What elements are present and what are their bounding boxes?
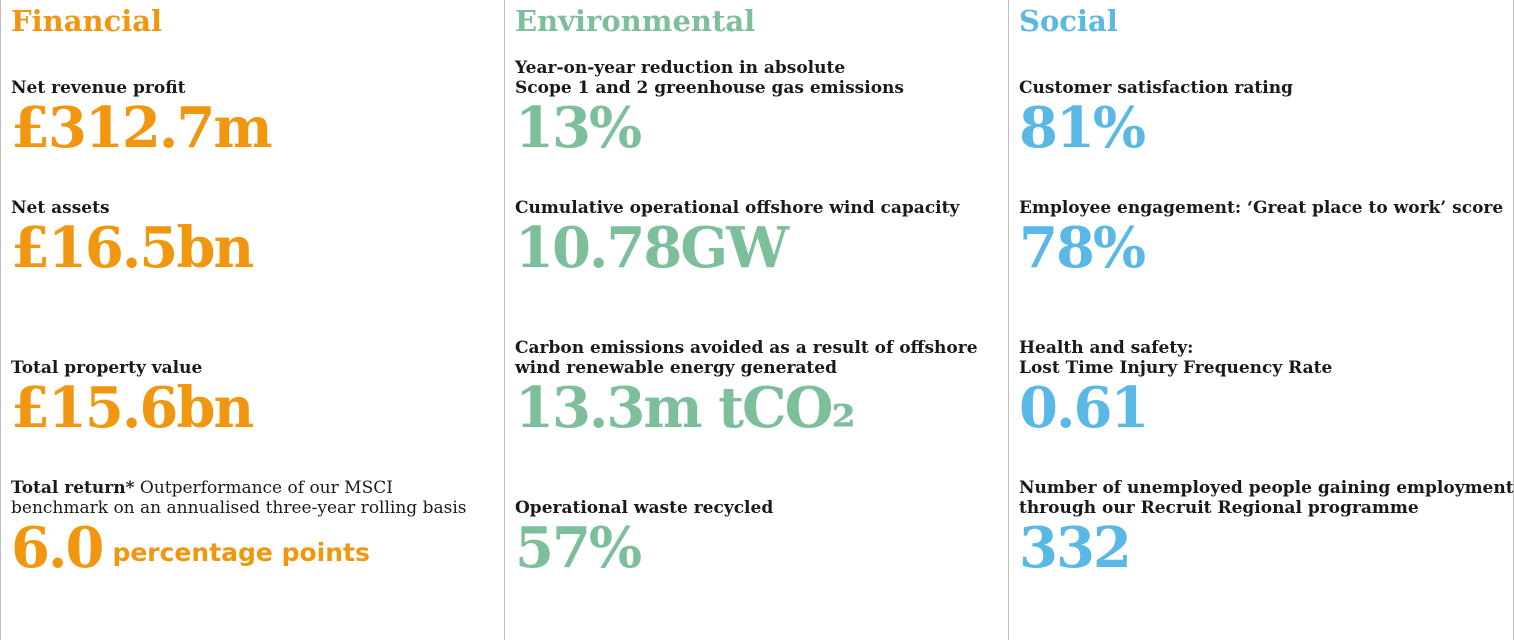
metric-net-assets: Net assets £16.5bn	[11, 198, 498, 278]
metric-label-line2: wind renewable energy generated	[515, 358, 837, 378]
metric-label-line2: Scope 1 and 2 greenhouse gas emissions	[515, 78, 904, 98]
metric-label-line2: benchmark on an annualised three-year ro…	[11, 498, 467, 518]
metric-label-line1: Carbon emissions avoided as a result of …	[515, 338, 978, 358]
metric-waste-recycled: Operational waste recycled 57%	[515, 498, 1002, 578]
metric-label-line2: Lost Time Injury Frequency Rate	[1019, 358, 1333, 378]
metric-label-bold: Total return*	[11, 478, 135, 498]
metric-value-row: 6.0 percentage points	[11, 518, 498, 583]
metric-wind-capacity: Cumulative operational offshore wind cap…	[515, 198, 1002, 278]
metric-label: Total return* Outperformance of our MSCI	[11, 478, 498, 498]
metric-label: Net revenue profit	[11, 78, 186, 98]
social-heading: Social	[1019, 4, 1118, 38]
metric-customer-satisfaction: Customer satisfaction rating 81%	[1019, 78, 1507, 158]
metric-value: 81%	[1019, 95, 1146, 161]
metric-value: 332	[1019, 515, 1132, 581]
metric-label-line1: Number of unemployed people gaining empl…	[1019, 478, 1514, 498]
metric-value: 6.0	[11, 515, 104, 581]
financial-heading: Financial	[11, 4, 163, 38]
metric-value: 13.3m tCO₂	[515, 375, 856, 441]
metric-label: Net assets	[11, 198, 110, 218]
social-column: Social Customer satisfaction rating 81% …	[1008, 0, 1514, 640]
metric-label-line1: Health and safety:	[1019, 338, 1194, 358]
metric-label: Customer satisfaction rating	[1019, 78, 1293, 98]
metric-value: 13%	[515, 95, 642, 161]
metric-total-property-value: Total property value £15.6bn	[11, 358, 498, 438]
metric-label-line2: through our Recruit Regional programme	[1019, 498, 1419, 518]
metric-ltifr: Health and safety: Lost Time Injury Freq…	[1019, 338, 1507, 438]
metric-label: Cumulative operational offshore wind cap…	[515, 198, 960, 218]
metric-label-line1: Outperformance of our MSCI	[134, 478, 393, 498]
metric-total-return: Total return* Outperformance of our MSCI…	[11, 478, 498, 583]
metric-label: Employee engagement: ‘Great place to wor…	[1019, 198, 1504, 218]
metric-value: £312.7m	[11, 95, 273, 161]
metric-label-line1: Year-on-year reduction in absolute	[515, 58, 846, 78]
metric-value: £15.6bn	[11, 375, 254, 441]
financial-column: Financial Net revenue profit £312.7m Net…	[0, 0, 504, 640]
metric-net-revenue-profit: Net revenue profit £312.7m	[11, 78, 498, 158]
metric-label: Total property value	[11, 358, 203, 378]
metric-value: 10.78GW	[515, 215, 789, 281]
metric-unit: percentage points	[112, 538, 370, 567]
metric-carbon-avoided: Carbon emissions avoided as a result of …	[515, 338, 1002, 438]
metric-value: 57%	[515, 515, 642, 581]
metric-value: 0.61	[1019, 375, 1149, 441]
environmental-heading: Environmental	[515, 4, 756, 38]
metric-ghg-reduction: Year-on-year reduction in absolute Scope…	[515, 58, 1002, 158]
metric-value: 78%	[1019, 215, 1146, 281]
metric-value: £16.5bn	[11, 215, 254, 281]
environmental-column: Environmental Year-on-year reduction in …	[504, 0, 1008, 640]
metric-label: Operational waste recycled	[515, 498, 774, 518]
metric-recruit-regional: Number of unemployed people gaining empl…	[1019, 478, 1514, 581]
metric-employee-engagement: Employee engagement: ‘Great place to wor…	[1019, 198, 1507, 278]
